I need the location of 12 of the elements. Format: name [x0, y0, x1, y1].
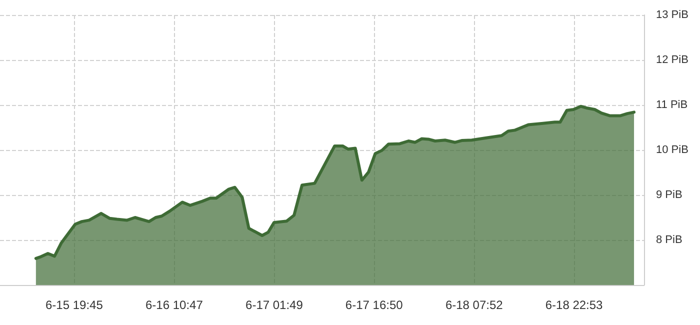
y-tick-label: 8 PiB — [656, 234, 682, 246]
x-tick-label: 6-18 22:53 — [545, 298, 604, 312]
x-tick-label: 6-15 19:45 — [45, 298, 104, 312]
y-tick-label: 13 PiB — [656, 9, 688, 21]
y-tick-label: 12 PiB — [656, 54, 688, 66]
y-tick-label: 11 PiB — [656, 99, 688, 111]
y-tick-label: 10 PiB — [656, 144, 688, 156]
x-tick-label: 6-16 10:47 — [146, 298, 204, 312]
x-tick-label: 6-17 16:50 — [345, 298, 404, 312]
y-tick-label: 9 PiB — [656, 189, 682, 201]
x-tick-label: 6-17 01:49 — [246, 298, 304, 312]
x-tick-label: 6-18 07:52 — [445, 298, 504, 312]
